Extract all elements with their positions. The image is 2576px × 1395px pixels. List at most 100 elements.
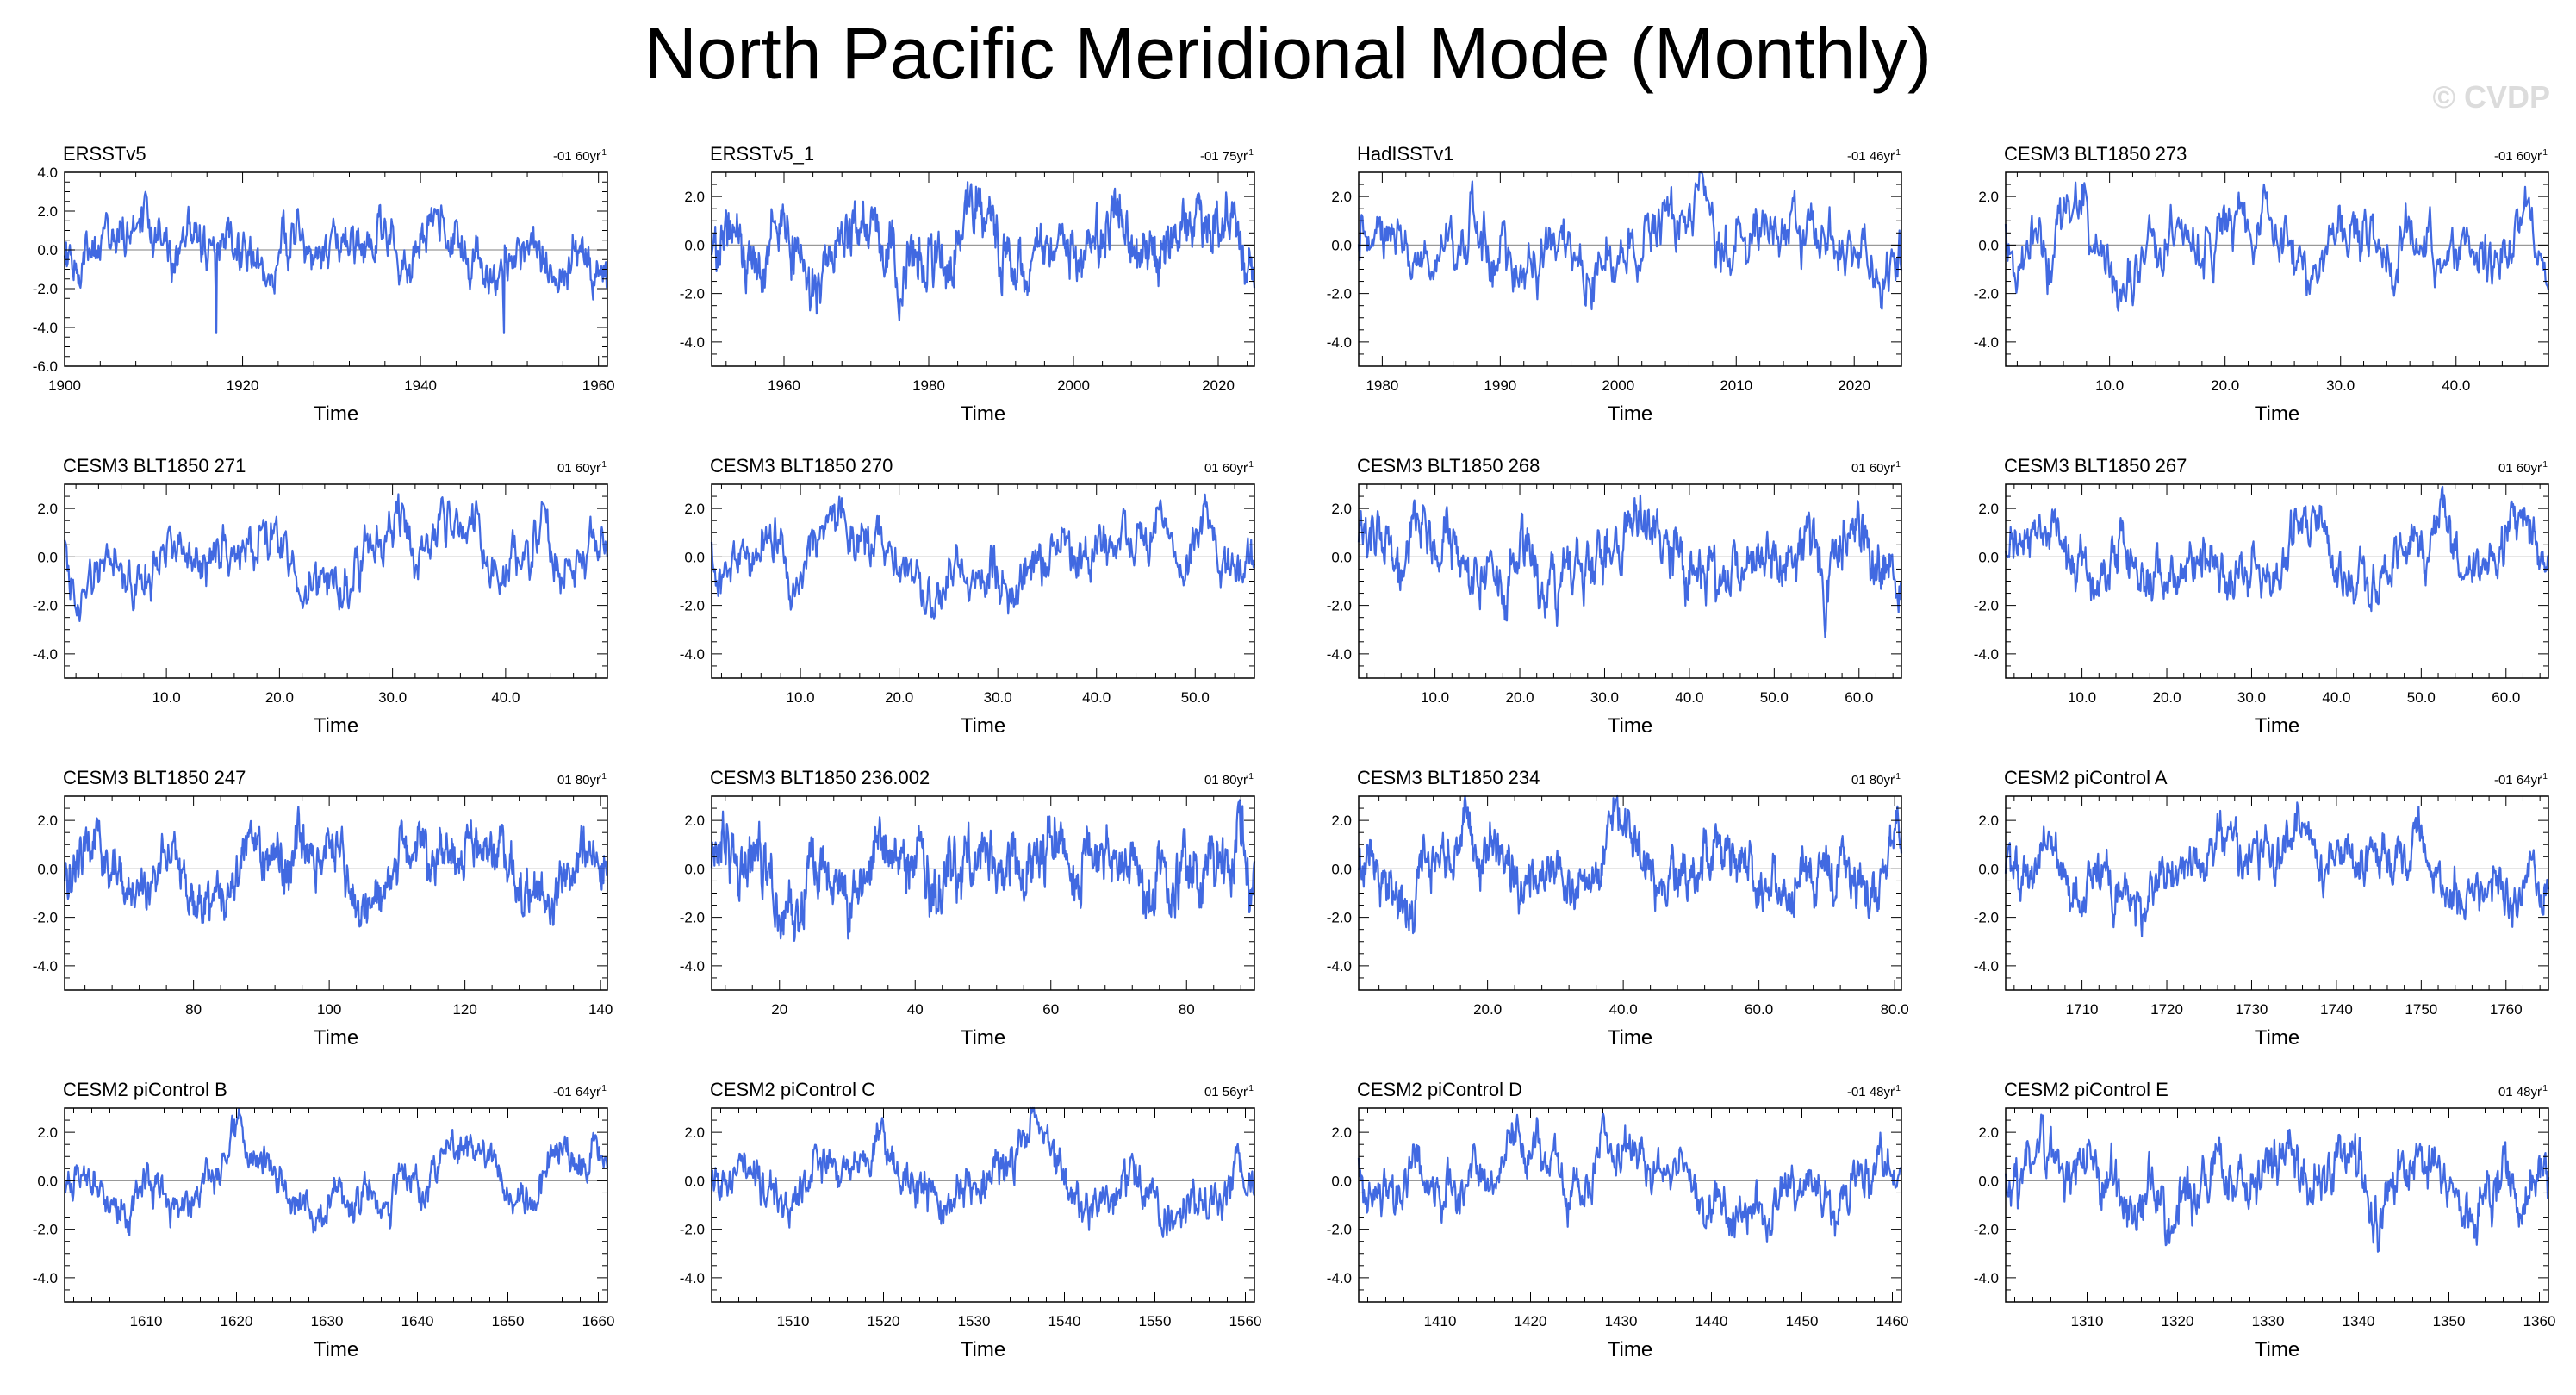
y-tick-label: 0.0: [1978, 861, 1999, 877]
y-tick-label: -4.0: [1327, 1270, 1352, 1286]
x-tick-label: 20.0: [2152, 689, 2181, 706]
x-tick-label: 50.0: [1181, 689, 1210, 706]
y-tick-label: -4.0: [680, 334, 705, 351]
trend-label: -01 48yr: [1847, 1085, 1895, 1099]
y-tick-label: -2.0: [33, 598, 58, 614]
y-tick-label: -4.0: [1974, 958, 1999, 975]
y-tick-label: -4.0: [1974, 334, 1999, 351]
panel-title: CESM3 BLT1850 234: [1357, 767, 1540, 788]
y-tick-label: 2.0: [37, 203, 58, 220]
x-tick-label: 20.0: [1505, 689, 1534, 706]
y-tick-label: 2.0: [1331, 501, 1352, 517]
series-line: [2004, 1113, 2550, 1253]
x-tick-label: 2000: [1602, 377, 1634, 394]
y-tick-label: 2.0: [684, 813, 705, 829]
x-axis-label: Time: [2255, 1026, 2299, 1049]
x-tick-label: 30.0: [378, 689, 407, 706]
y-tick-label: 0.0: [1978, 549, 1999, 565]
trend-superscript: -1: [2540, 148, 2548, 158]
x-tick-label: 1550: [1139, 1313, 1172, 1330]
x-tick-label: 1730: [2236, 1001, 2268, 1018]
y-tick-label: 2.0: [1978, 1124, 1999, 1141]
x-tick-label: 10.0: [1421, 689, 1449, 706]
trend-label: -01 64yr: [2494, 773, 2542, 788]
x-tick-label: 60.0: [1745, 1001, 1773, 1018]
x-tick-label: 10.0: [152, 689, 181, 706]
y-tick-label: 0.0: [684, 237, 705, 253]
x-axis-label: Time: [2255, 714, 2299, 738]
trend-superscript: -1: [1246, 1084, 1254, 1093]
trend-superscript: -1: [2540, 772, 2548, 782]
x-tick-label: 20.0: [885, 689, 913, 706]
x-tick-label: 30.0: [1590, 689, 1619, 706]
trend-label: -01 64yr: [553, 1085, 600, 1099]
x-tick-label: 2020: [1202, 377, 1235, 394]
chart-panel: CESM3 BLT1850 273 -01 60yr-1 2.0 0.0 -2.0 -4.…: [1974, 143, 2550, 426]
x-axis-label: Time: [961, 402, 1005, 426]
trend-label: 01 60yr: [1204, 461, 1248, 476]
trend-label: 01 80yr: [557, 773, 600, 788]
y-tick-label: -2.0: [1327, 598, 1352, 614]
x-tick-label: 1960: [582, 377, 615, 394]
x-tick-label: 140: [588, 1001, 613, 1018]
x-tick-label: 40.0: [491, 689, 520, 706]
y-tick-label: 0.0: [684, 1173, 705, 1189]
y-tick-label: -2.0: [680, 1222, 705, 1238]
y-tick-label: 2.0: [684, 1124, 705, 1141]
x-tick-label: 1330: [2252, 1313, 2285, 1330]
x-tick-label: 1430: [1605, 1313, 1638, 1330]
chart-panel: CESM2 piControl D -01 48yr-1 2.0 0.0 -2.0 -4.…: [1327, 1079, 1909, 1361]
y-tick-label: -2.0: [1327, 1222, 1352, 1238]
chart-panel: HadISSTv1 -01 46yr-1 2.0 0.0 -2.0 -4.0 1980 199…: [1327, 143, 1903, 426]
x-tick-label: 1660: [582, 1313, 615, 1330]
trend-label: 01 48yr: [2498, 1085, 2542, 1099]
trend-label: -01 60yr: [553, 149, 600, 164]
y-tick-label: -4.0: [1974, 646, 1999, 663]
x-tick-label: 60.0: [1845, 689, 1873, 706]
chart-panel: CESM3 BLT1850 236.002 01 80yr-1 2.0 0.0 -2.0…: [680, 767, 1256, 1049]
panel-title: ERSSTv5: [63, 143, 146, 165]
panel-title: CESM3 BLT1850 268: [1357, 455, 1540, 476]
x-tick-label: 20.0: [1473, 1001, 1502, 1018]
x-tick-label: 1960: [768, 377, 800, 394]
y-tick-label: -4.0: [33, 646, 58, 663]
x-tick-label: 40.0: [1082, 689, 1111, 706]
y-tick-label: 0.0: [1331, 237, 1352, 253]
x-axis-label: Time: [961, 1026, 1005, 1049]
trend-superscript: -1: [1893, 148, 1901, 158]
x-tick-label: 1750: [2405, 1001, 2437, 1018]
x-tick-label: 60.0: [2492, 689, 2520, 706]
series-line: [63, 805, 608, 928]
x-tick-label: 1640: [401, 1313, 434, 1330]
trend-superscript: -1: [1893, 1084, 1901, 1093]
trend-label: 01 56yr: [1204, 1085, 1248, 1099]
series-line: [63, 190, 608, 334]
x-tick-label: 30.0: [2237, 689, 2266, 706]
trend-superscript: -1: [1246, 772, 1254, 782]
y-tick-label: -2.0: [1327, 910, 1352, 926]
x-axis-label: Time: [314, 1338, 358, 1361]
x-tick-label: 1510: [777, 1313, 810, 1330]
x-tick-label: 1620: [221, 1313, 253, 1330]
y-tick-label: -2.0: [1974, 1222, 1999, 1238]
y-tick-label: 0.0: [1978, 1173, 1999, 1189]
trend-superscript: -1: [1893, 460, 1901, 470]
x-tick-label: 1350: [2433, 1313, 2466, 1330]
y-tick-label: 0.0: [1331, 1173, 1352, 1189]
trend-superscript: -1: [599, 148, 607, 158]
y-tick-label: 0.0: [684, 549, 705, 565]
chart-panel: ERSSTv5 -01 60yr-1 4.0 2.0 0.0 -2.0 -4.0 -6.0 19…: [33, 143, 615, 426]
x-tick-label: 1320: [2162, 1313, 2194, 1330]
series-line: [710, 493, 1256, 620]
trend-label: -01 75yr: [1200, 149, 1248, 164]
x-tick-label: 1310: [2071, 1313, 2104, 1330]
panel-title: CESM2 piControl C: [710, 1079, 875, 1100]
x-tick-label: 1420: [1515, 1313, 1547, 1330]
x-tick-label: 1610: [130, 1313, 163, 1330]
x-axis-label: Time: [2255, 402, 2299, 426]
x-tick-label: 1980: [1366, 377, 1398, 394]
series-line: [1357, 171, 1903, 311]
y-tick-label: 2.0: [1331, 189, 1352, 205]
x-tick-label: 1410: [1424, 1313, 1457, 1330]
x-tick-label: 20.0: [265, 689, 294, 706]
